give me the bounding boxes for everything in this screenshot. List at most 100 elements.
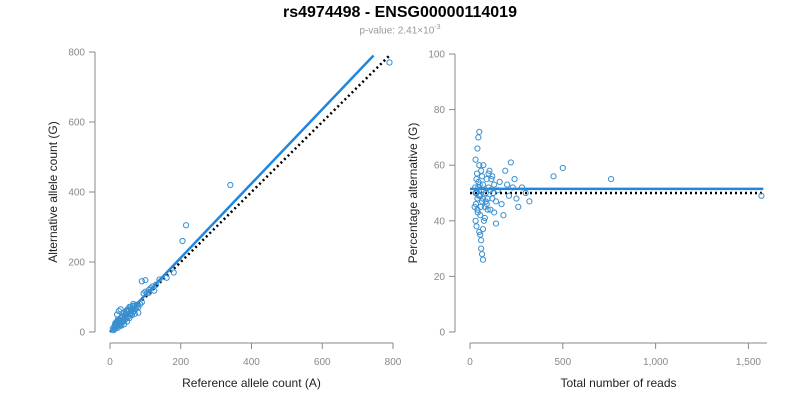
data-point bbox=[479, 181, 487, 188]
y-tick-label: 60 bbox=[434, 161, 446, 172]
data-point bbox=[483, 201, 490, 208]
data-point bbox=[138, 278, 145, 285]
y-tick-label: 800 bbox=[68, 48, 85, 59]
data-point bbox=[477, 231, 484, 238]
data-point bbox=[474, 209, 481, 216]
y-tick-label: 200 bbox=[68, 258, 85, 269]
x-tick-label: 400 bbox=[243, 357, 260, 368]
data-point bbox=[607, 176, 615, 183]
x-tick-label: 200 bbox=[172, 357, 189, 368]
data-point bbox=[522, 189, 529, 197]
data-point bbox=[518, 184, 526, 191]
data-point bbox=[479, 226, 487, 233]
scatter-panel-percentage: 0 20 40 60 80 100 0 500 1,000 1,500 Total number o… bbox=[406, 50, 767, 390]
data-point bbox=[163, 274, 170, 281]
data-point bbox=[182, 222, 190, 229]
data-point bbox=[488, 176, 495, 183]
data-point bbox=[486, 167, 493, 174]
data-point bbox=[498, 201, 505, 208]
data-point bbox=[170, 269, 177, 276]
y-tick-label: 400 bbox=[68, 188, 85, 199]
data-point bbox=[478, 198, 486, 205]
data-point bbox=[114, 318, 121, 325]
chart-subtitle: p-value: 2.41×10-3 bbox=[0, 24, 800, 36]
data-point bbox=[156, 276, 163, 283]
p-value-exponent: -3 bbox=[434, 24, 441, 31]
data-point bbox=[115, 307, 122, 315]
x-tick-label: 0 bbox=[107, 357, 113, 368]
y-axis-title: Alternative allele count (G) bbox=[46, 121, 60, 262]
data-point bbox=[490, 189, 497, 197]
data-point bbox=[477, 203, 484, 210]
x-axis-title: Total number of reads bbox=[560, 376, 676, 390]
y-tick-label: 0 bbox=[439, 328, 445, 339]
data-point bbox=[476, 128, 483, 135]
data-point bbox=[505, 192, 513, 199]
data-point bbox=[502, 167, 509, 174]
scatter-panel-allele-counts: 0 200 400 600 800 0 200 400 600 800 Reference alle… bbox=[46, 48, 402, 391]
data-point bbox=[473, 223, 480, 230]
data-point bbox=[484, 206, 491, 213]
data-point bbox=[515, 203, 522, 210]
data-point bbox=[500, 212, 507, 219]
data-point bbox=[509, 184, 516, 191]
y-tick-label: 0 bbox=[79, 328, 85, 339]
data-point bbox=[489, 195, 496, 202]
data-point bbox=[480, 187, 488, 194]
x-axis-title: Reference allele count (A) bbox=[182, 376, 321, 390]
data-point bbox=[480, 217, 488, 224]
y-tick-label: 100 bbox=[428, 50, 445, 61]
data-point bbox=[478, 237, 485, 244]
data-point bbox=[478, 167, 485, 174]
data-point bbox=[478, 187, 485, 194]
data-point bbox=[131, 305, 138, 312]
data-point bbox=[758, 192, 765, 199]
data-point bbox=[227, 181, 234, 189]
data-point bbox=[480, 162, 487, 169]
data-point bbox=[118, 314, 125, 322]
y-axis-title: Percentage alternative (G) bbox=[406, 123, 420, 264]
data-point bbox=[513, 195, 520, 202]
data-point bbox=[135, 309, 142, 316]
y-tick-label: 80 bbox=[434, 105, 446, 116]
data-point bbox=[559, 164, 566, 172]
data-point bbox=[550, 173, 557, 180]
data-point bbox=[491, 209, 498, 216]
data-point bbox=[476, 181, 483, 188]
data-point bbox=[479, 195, 486, 202]
data-point bbox=[179, 237, 186, 245]
chart-title: rs4974498 - ENSG00000114019 bbox=[283, 4, 517, 21]
data-point bbox=[472, 201, 480, 208]
data-point bbox=[507, 159, 514, 166]
data-point bbox=[478, 173, 486, 180]
data-point bbox=[492, 220, 500, 227]
data-point bbox=[476, 162, 483, 169]
data-point bbox=[472, 184, 479, 191]
data-point bbox=[478, 245, 485, 252]
data-point bbox=[473, 170, 481, 177]
data-point bbox=[386, 59, 393, 66]
data-point bbox=[472, 217, 479, 224]
x-tick-label: 800 bbox=[385, 357, 402, 368]
x-tick-label: 0 bbox=[467, 357, 473, 368]
data-point bbox=[496, 178, 503, 185]
data-point bbox=[485, 170, 492, 177]
data-point bbox=[474, 145, 481, 152]
data-point bbox=[130, 300, 137, 308]
y-tick-label: 600 bbox=[68, 118, 85, 129]
x-tick-label: 1,500 bbox=[736, 357, 761, 368]
data-point bbox=[136, 300, 144, 308]
data-point bbox=[142, 277, 149, 284]
data-point bbox=[151, 287, 158, 294]
p-value-text: p-value: 2.41×10 bbox=[359, 25, 435, 37]
data-point bbox=[145, 289, 153, 296]
x-tick-label: 1,000 bbox=[643, 357, 668, 368]
x-tick-label: 600 bbox=[314, 357, 331, 368]
data-point bbox=[511, 176, 518, 183]
y-tick-label: 40 bbox=[434, 216, 446, 227]
data-point bbox=[117, 306, 124, 313]
data-point bbox=[481, 214, 488, 222]
data-point bbox=[479, 256, 487, 263]
data-point bbox=[526, 198, 533, 205]
